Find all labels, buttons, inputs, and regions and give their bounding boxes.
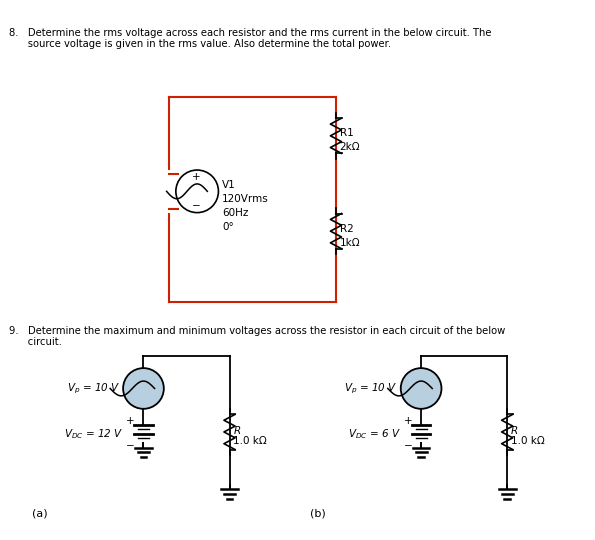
Text: −: − <box>192 201 201 211</box>
Text: 1.0 kΩ: 1.0 kΩ <box>511 436 544 446</box>
Text: 9.   Determine the maximum and minimum voltages across the resistor in each circ: 9. Determine the maximum and minimum vol… <box>10 326 506 335</box>
Text: +: + <box>126 416 135 426</box>
Text: circuit.: circuit. <box>10 336 62 347</box>
Text: source voltage is given in the rms value. Also determine the total power.: source voltage is given in the rms value… <box>10 39 392 49</box>
Text: (b): (b) <box>310 509 326 518</box>
Text: $V_{DC}$ = 6 V: $V_{DC}$ = 6 V <box>348 427 401 441</box>
Circle shape <box>401 368 441 409</box>
Text: 1.0 kΩ: 1.0 kΩ <box>233 436 267 446</box>
Circle shape <box>123 368 164 409</box>
Text: R2
1kΩ: R2 1kΩ <box>340 224 361 248</box>
Text: (a): (a) <box>32 509 48 518</box>
Text: $V_p$ = 10 V: $V_p$ = 10 V <box>345 381 398 396</box>
Text: −: − <box>404 441 412 451</box>
Text: 8.   Determine the rms voltage across each resistor and the rms current in the b: 8. Determine the rms voltage across each… <box>10 28 491 37</box>
Text: −: − <box>126 441 135 451</box>
Text: V1
120Vrms
60Hz
0°: V1 120Vrms 60Hz 0° <box>222 180 269 232</box>
Text: R: R <box>233 427 240 436</box>
Text: +: + <box>404 416 412 426</box>
Text: $V_{DC}$ = 12 V: $V_{DC}$ = 12 V <box>64 427 123 441</box>
Text: R1
2kΩ: R1 2kΩ <box>340 129 361 152</box>
Text: R: R <box>511 427 518 436</box>
Circle shape <box>174 168 220 214</box>
Text: +: + <box>192 172 201 181</box>
Text: $V_p$ = 10 V: $V_p$ = 10 V <box>67 381 120 396</box>
